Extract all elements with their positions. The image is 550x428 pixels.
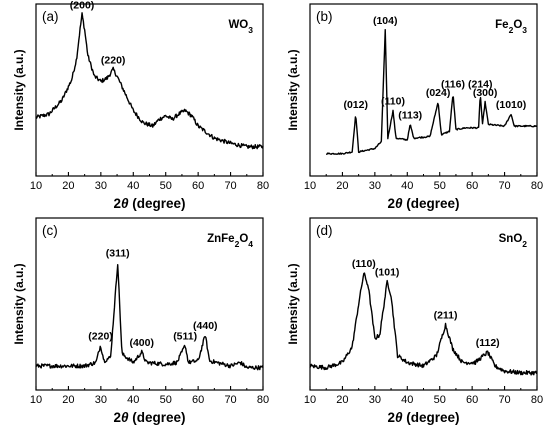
peak-label: (110) (352, 258, 376, 270)
x-tick-label: 40 (127, 180, 139, 192)
peak-label: (440) (193, 320, 218, 332)
peak-label: (110) (381, 96, 405, 108)
peak-label: (116) (441, 78, 465, 90)
peak-label: (012) (343, 99, 368, 111)
panel-3: 10 20 30 40 50 60 70 80 2θ (degree) Intensity (a.… (12, 218, 269, 425)
x-tick-label: 30 (95, 180, 107, 192)
panel-4: 10 20 30 40 50 60 70 80 2θ (degree) Intensity (a.… (286, 218, 543, 425)
x-tick-label: 10 (30, 394, 42, 406)
x-tick-label: 40 (401, 394, 413, 406)
panel-1: 10 20 30 40 50 60 70 80 2θ (degree) Intensity (a.… (12, 0, 269, 211)
x-tick-label: 80 (531, 394, 543, 406)
x-axis-label: 2θ (degree) (387, 196, 459, 211)
x-axis-label: 2θ (degree) (387, 410, 459, 425)
x-tick-label: 40 (401, 180, 413, 192)
material-label: SnO2 (499, 233, 528, 249)
x-tick-label: 60 (466, 180, 478, 192)
peak-label: (211) (434, 310, 458, 322)
xrd-spectrum-line (36, 265, 263, 370)
peak-label: (400) (129, 337, 154, 349)
x-tick-label: 50 (160, 394, 172, 406)
x-tick-label: 30 (369, 394, 381, 406)
x-tick-label: 70 (224, 180, 236, 192)
material-label: ZnFe2O4 (207, 233, 253, 249)
x-tick-label: 50 (434, 394, 446, 406)
x-tick-label: 60 (466, 394, 478, 406)
x-tick-label: 80 (257, 180, 269, 192)
peak-label: (200) (70, 0, 95, 11)
x-tick-label: 70 (498, 180, 510, 192)
peak-label: (511) (173, 330, 197, 342)
peak-label: (101) (375, 267, 400, 279)
x-tick-label: 70 (498, 394, 510, 406)
x-tick-label: 20 (62, 394, 74, 406)
x-tick-label: 60 (192, 180, 204, 192)
y-axis-label: Intensity (a.u.) (286, 49, 300, 130)
x-tick-label: 10 (304, 394, 316, 406)
material-label: Fe2O3 (495, 19, 527, 35)
x-tick-label: 10 (30, 180, 42, 192)
x-tick-label: 70 (224, 394, 236, 406)
x-tick-label: 50 (160, 180, 172, 192)
peak-label: (1010) (496, 99, 526, 111)
x-tick-label: 20 (336, 394, 348, 406)
x-axis-label: 2θ (degree) (113, 196, 185, 211)
peak-label: (113) (398, 109, 422, 121)
peak-label: (300) (473, 87, 498, 99)
material-label: WO3 (228, 19, 253, 35)
y-axis-label: Intensity (a.u.) (286, 263, 300, 344)
panel-letter: (d) (316, 223, 333, 238)
peak-label: (104) (373, 15, 398, 27)
xrd-spectrum-line (36, 13, 263, 149)
peak-label: (220) (88, 330, 113, 342)
x-tick-label: 20 (62, 180, 74, 192)
x-tick-label: 50 (434, 180, 446, 192)
peak-label: (112) (476, 337, 500, 349)
x-tick-label: 30 (369, 180, 381, 192)
x-tick-label: 80 (531, 180, 543, 192)
panel-letter: (b) (316, 9, 333, 24)
x-tick-label: 40 (127, 394, 139, 406)
y-axis-label: Intensity (a.u.) (12, 49, 26, 130)
x-tick-label: 60 (192, 394, 204, 406)
x-tick-label: 80 (257, 394, 269, 406)
x-axis-label: 2θ (degree) (113, 410, 185, 425)
peak-label: (311) (106, 248, 130, 260)
y-axis-label: Intensity (a.u.) (12, 263, 26, 344)
x-tick-label: 30 (95, 394, 107, 406)
xrd-spectrum-line (310, 273, 537, 375)
peak-label: (220) (101, 54, 126, 66)
panel-letter: (a) (42, 9, 59, 24)
panel-2: 10 20 30 40 50 60 70 80 2θ (degree) Intensity (a.… (286, 4, 543, 211)
x-tick-label: 10 (304, 180, 316, 192)
panel-letter: (c) (42, 223, 58, 238)
x-tick-label: 20 (336, 180, 348, 192)
